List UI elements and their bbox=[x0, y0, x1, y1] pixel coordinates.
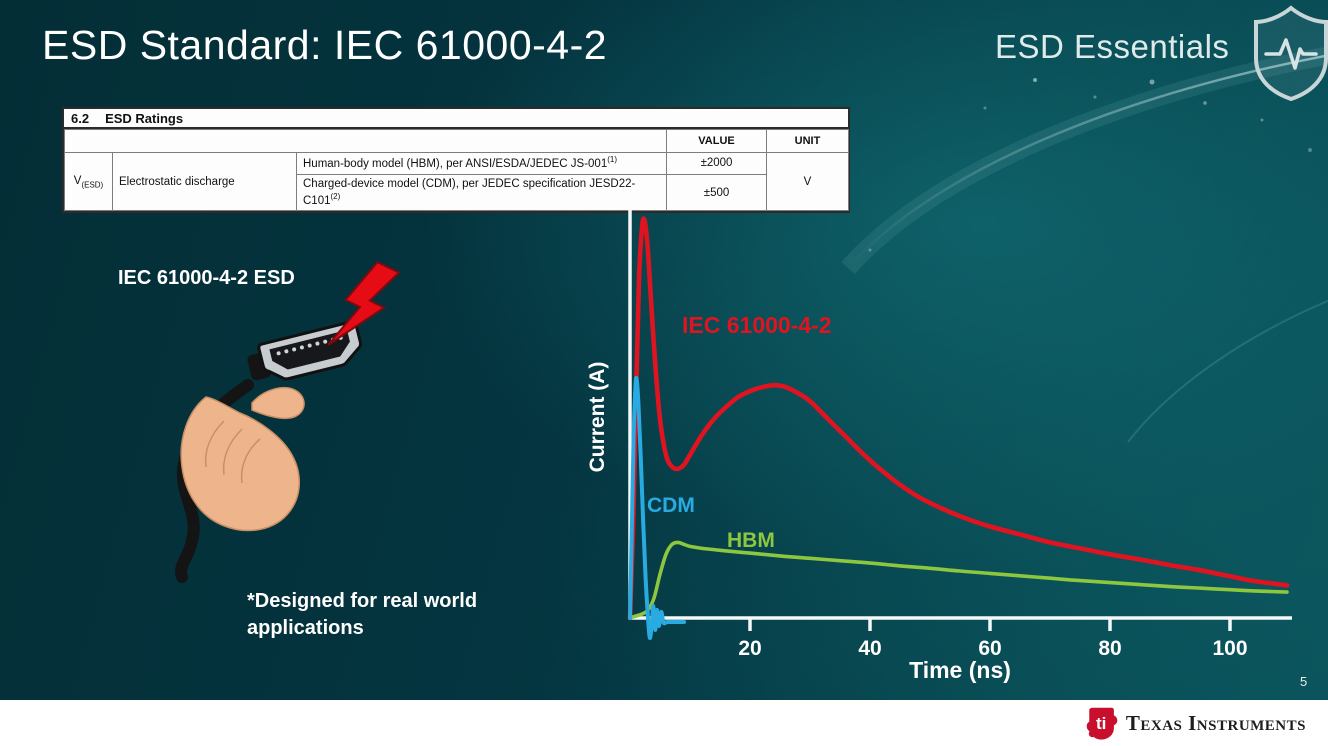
cdm-value-cell: ±500 bbox=[666, 173, 768, 212]
unit-cell: V bbox=[766, 151, 850, 212]
streak-line bbox=[847, 54, 1328, 269]
param-name-cell: Electrostatic discharge bbox=[112, 151, 297, 212]
column-header-unit: UNIT bbox=[766, 129, 850, 153]
y-axis-title: Current (A) bbox=[586, 361, 609, 473]
curve-label-hbm: HBM bbox=[727, 529, 775, 552]
esd-hand-connector-illustration bbox=[175, 260, 401, 583]
x-axis-tick-label: 100 bbox=[1212, 637, 1247, 660]
curve-cdm bbox=[628, 375, 686, 640]
curve-hbm bbox=[628, 540, 1289, 620]
page-title: ESD Standard: IEC 61000-4-2 bbox=[42, 22, 608, 68]
ti-logo-text: Texas Instruments bbox=[1125, 710, 1306, 735]
ti-logo-icon: ti bbox=[1086, 707, 1118, 740]
curve-label-iec: IEC 61000-4-2 bbox=[682, 312, 832, 338]
x-axis-tick-label: 60 bbox=[978, 637, 1001, 660]
ratings-grid: VALUE UNIT V(ESD) Electrostatic discharg… bbox=[63, 129, 850, 212]
palm bbox=[180, 396, 300, 532]
esd-shield-logo-icon bbox=[1254, 5, 1328, 102]
hbm-value-cell: ±2000 bbox=[666, 152, 768, 175]
footer-bar: ti Texas Instruments bbox=[0, 700, 1328, 746]
section-title: ESD Ratings bbox=[105, 111, 184, 126]
decor-dots bbox=[868, 78, 1312, 252]
footnote-text: *Designed for real world applications bbox=[247, 590, 478, 639]
table-row: V(ESD) Electrostatic discharge Human-bod… bbox=[64, 151, 850, 212]
param-symbol-sub: (ESD) bbox=[81, 179, 104, 189]
cdm-description: Charged-device model (CDM), per JEDEC sp… bbox=[303, 177, 636, 207]
connector-slot bbox=[269, 330, 350, 370]
x-axis-ticks: 20 40 60 80 100 bbox=[738, 618, 1248, 660]
axes bbox=[628, 210, 1292, 620]
series-brand-label: ESD Essentials bbox=[995, 28, 1230, 65]
connector-pins bbox=[276, 335, 343, 356]
hbm-description-cell: Human-body model (HBM), per ANSI/ESDA/JE… bbox=[295, 152, 668, 175]
x-axis-tick-label: 80 bbox=[1098, 637, 1121, 660]
x-axis-tick-label: 40 bbox=[858, 637, 881, 660]
ratings-table-title: 6.2 ESD Ratings bbox=[64, 109, 848, 129]
illustration-caption: IEC 61000-4-2 ESD bbox=[118, 267, 295, 289]
esd-waveform-chart: 20 40 60 80 100 IEC 61000-4-2 CDM HBM Time (… bbox=[627, 210, 1292, 683]
curve-iec-61000-4-2 bbox=[627, 216, 1290, 621]
x-axis-tick-label: 20 bbox=[738, 637, 761, 660]
cdm-description-cell: Charged-device model (CDM), per JEDEC sp… bbox=[295, 173, 668, 212]
header-blank-cell bbox=[63, 129, 668, 153]
x-axis-title: Time (ns) bbox=[909, 657, 1011, 683]
hbm-description: Human-body model (HBM), per ANSI/ESDA/JE… bbox=[303, 157, 608, 170]
cdm-footnote-ref: (2) bbox=[330, 191, 341, 201]
section-number: 6.2 bbox=[71, 111, 90, 126]
svg-text:ti: ti bbox=[1096, 714, 1106, 733]
hbm-footnote-ref: (1) bbox=[607, 155, 617, 164]
streak-line-2 bbox=[1127, 299, 1328, 443]
lightning-bolt-icon bbox=[327, 260, 401, 346]
table-row: Charged-device model (CDM), per JEDEC sp… bbox=[65, 173, 849, 212]
esd-ratings-table: 6.2 ESD Ratings VALUE UNIT V(ESD) Electr… bbox=[62, 107, 850, 214]
curve-label-cdm: CDM bbox=[647, 494, 695, 517]
param-symbol: V bbox=[73, 174, 82, 187]
ti-logo: ti Texas Instruments bbox=[1086, 706, 1306, 740]
column-header-value: VALUE bbox=[666, 129, 768, 153]
param-symbol-cell: V(ESD) bbox=[64, 151, 113, 212]
page-number: 5 bbox=[1300, 674, 1308, 689]
hand bbox=[180, 387, 305, 532]
finger-lines bbox=[204, 420, 261, 484]
thumb bbox=[251, 387, 305, 420]
heartbeat-pulse-icon bbox=[1264, 38, 1318, 70]
